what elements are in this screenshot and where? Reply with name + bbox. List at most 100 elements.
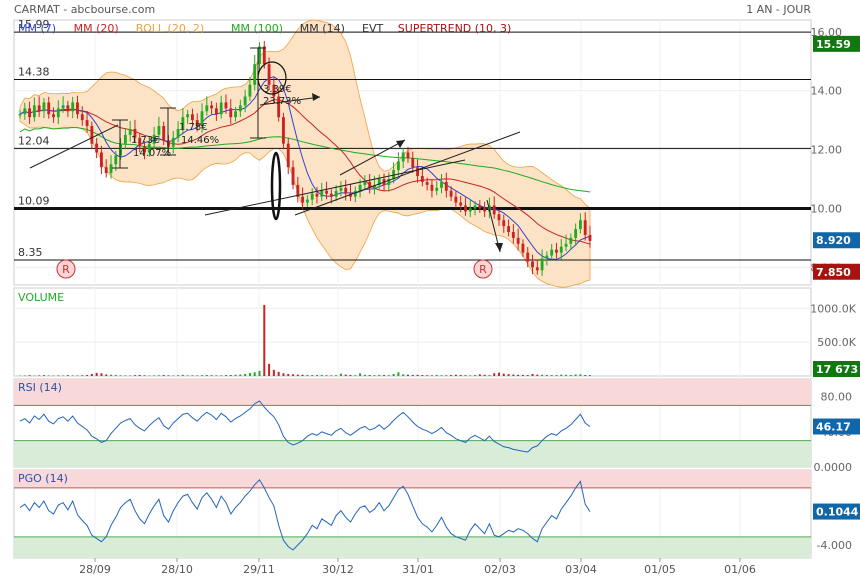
volume-bar (139, 375, 141, 376)
volume-bar (110, 375, 112, 376)
volume-bar (96, 373, 98, 376)
volume-y-tick: 500.0K (817, 336, 856, 349)
candle-body (541, 259, 544, 271)
volume-bar (120, 375, 122, 376)
overbought-zone (14, 470, 811, 488)
volume-bar (177, 375, 179, 376)
candle-body (426, 182, 429, 185)
volume-bar (43, 375, 45, 376)
candle-body (440, 182, 443, 188)
candle-body (311, 194, 314, 200)
volume-bar (38, 375, 40, 376)
volume-bar (460, 375, 462, 376)
candle-body (90, 126, 93, 144)
volume-bar (287, 374, 289, 376)
volume-bar (225, 375, 227, 376)
volume-bar (244, 374, 246, 376)
candle-body (483, 208, 486, 211)
volume-bar (546, 375, 548, 376)
candle-body (47, 102, 50, 114)
volume-bar (551, 375, 553, 376)
candle-body (57, 108, 60, 117)
candle-body (522, 244, 525, 253)
volume-bar (517, 375, 519, 376)
osc-y-tick: 80.00 (821, 391, 853, 404)
r-marker-label: R (479, 263, 487, 276)
candle-body (411, 158, 414, 167)
volume-bar (292, 374, 294, 376)
volume-bar (579, 374, 581, 376)
volume-bar (407, 375, 409, 376)
volume-bar (335, 375, 337, 376)
level-label: 8.35 (18, 246, 43, 259)
volume-bar (503, 374, 505, 376)
volume-bar (81, 375, 83, 376)
volume-bar (182, 375, 184, 376)
x-tick-label: 28/10 (161, 563, 193, 576)
x-tick-label: 29/11 (243, 563, 275, 576)
price-annotation: 1.73€ (131, 135, 160, 146)
volume-bar (230, 375, 232, 376)
volume-bar (589, 375, 591, 376)
volume-bar (426, 375, 428, 376)
price-annotation: 3.39€ (263, 84, 292, 95)
candle-body (459, 203, 462, 206)
volume-bar (431, 375, 433, 376)
volume-bar (354, 375, 356, 376)
candle-body (339, 188, 342, 191)
candle-body (507, 226, 510, 232)
candle-body (589, 235, 592, 241)
volume-bar (345, 375, 347, 376)
legend-item: MM (100) (231, 22, 283, 35)
volume-bar (148, 375, 150, 376)
candle-body (526, 253, 529, 262)
volume-bar (153, 375, 155, 376)
candle-body (584, 220, 587, 235)
candle-body (23, 108, 26, 114)
volume-bar (536, 375, 538, 376)
volume-bar (455, 375, 457, 376)
price-annotation: 1.78€ (179, 122, 208, 133)
volume-bar (421, 375, 423, 376)
volume-bar (369, 375, 371, 376)
volume-bar (488, 375, 490, 376)
candle-body (95, 144, 98, 153)
volume-bar (191, 375, 193, 376)
price-y-tick: 10.00 (811, 202, 843, 215)
candle-body (421, 176, 424, 182)
candle-body (210, 105, 213, 108)
volume-bar (326, 375, 328, 376)
price-badge-label: 15.59 (816, 38, 851, 51)
candle-body (105, 167, 108, 173)
candle-body (43, 102, 46, 111)
candle-body (502, 220, 505, 226)
volume-bar (86, 375, 88, 376)
volume-bar (555, 375, 557, 376)
candle-body (407, 153, 410, 159)
legend-item: MM (20) (74, 22, 119, 35)
volume-bar (100, 373, 102, 376)
volume-bar (249, 373, 251, 376)
volume-bar (508, 374, 510, 376)
candle-body (316, 194, 319, 197)
candle-body (268, 64, 271, 85)
volume-bar (397, 372, 399, 376)
price-y-tick: 12.00 (811, 144, 843, 157)
volume-bar (158, 375, 160, 376)
volume-bar (306, 375, 308, 376)
legend-item: BOLL (20, 2) (136, 22, 204, 35)
volume-bar (565, 375, 567, 376)
candle-body (330, 194, 333, 197)
volume-bar (62, 375, 64, 376)
candle-body (359, 185, 362, 191)
osc-title: PGO (14) (18, 472, 68, 485)
volume-bar (67, 375, 69, 376)
volume-bar (235, 375, 237, 376)
candle-body (52, 114, 55, 117)
candle-body (157, 126, 160, 135)
candle-body (579, 220, 582, 229)
candle-body (450, 191, 453, 197)
volume-bar (464, 375, 466, 376)
x-tick-label: 31/01 (402, 563, 434, 576)
volume-bar (383, 375, 385, 376)
